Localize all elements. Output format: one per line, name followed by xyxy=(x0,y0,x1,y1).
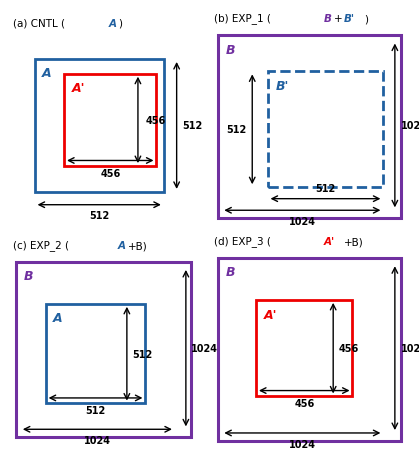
Text: +B): +B) xyxy=(128,241,147,251)
Text: 512: 512 xyxy=(226,125,246,135)
Text: (d) EXP_3 (: (d) EXP_3 ( xyxy=(214,236,271,246)
Text: 512: 512 xyxy=(132,349,153,359)
Text: 512: 512 xyxy=(89,211,109,221)
Text: A: A xyxy=(118,241,126,251)
Bar xyxy=(46,304,145,404)
Text: B: B xyxy=(225,266,235,279)
Text: +: + xyxy=(334,14,343,24)
Text: 512: 512 xyxy=(85,406,106,415)
Text: B: B xyxy=(324,14,332,24)
Text: (b) EXP_1 (: (b) EXP_1 ( xyxy=(214,13,271,24)
Text: A: A xyxy=(42,67,52,80)
Bar xyxy=(256,300,352,396)
Text: 456: 456 xyxy=(294,399,314,408)
Text: 512: 512 xyxy=(182,121,202,131)
Text: B: B xyxy=(225,44,235,56)
Text: 1024: 1024 xyxy=(84,435,111,445)
Bar xyxy=(268,72,383,188)
Text: B': B' xyxy=(344,14,355,24)
Text: +B): +B) xyxy=(344,237,364,246)
Text: B': B' xyxy=(275,80,289,93)
Bar xyxy=(64,75,156,167)
Text: 456: 456 xyxy=(339,344,359,353)
Text: 512: 512 xyxy=(316,183,336,194)
Text: ): ) xyxy=(364,14,368,24)
Text: A: A xyxy=(53,312,63,325)
Text: 1024: 1024 xyxy=(289,439,316,449)
Text: ): ) xyxy=(118,19,122,29)
Text: 1024: 1024 xyxy=(191,344,218,353)
Text: 456: 456 xyxy=(100,169,120,178)
Text: 1024: 1024 xyxy=(289,217,316,226)
Bar xyxy=(35,60,164,193)
Text: A: A xyxy=(109,19,116,29)
Text: (c) EXP_2 (: (c) EXP_2 ( xyxy=(13,240,69,251)
Text: B: B xyxy=(23,269,33,282)
Text: A': A' xyxy=(324,237,335,246)
Text: A': A' xyxy=(72,82,85,95)
Text: 1024: 1024 xyxy=(401,121,419,131)
Text: 456: 456 xyxy=(145,116,166,125)
Text: (a) CNTL (: (a) CNTL ( xyxy=(13,19,65,29)
Text: A': A' xyxy=(264,308,277,321)
Text: 1024: 1024 xyxy=(401,344,419,353)
